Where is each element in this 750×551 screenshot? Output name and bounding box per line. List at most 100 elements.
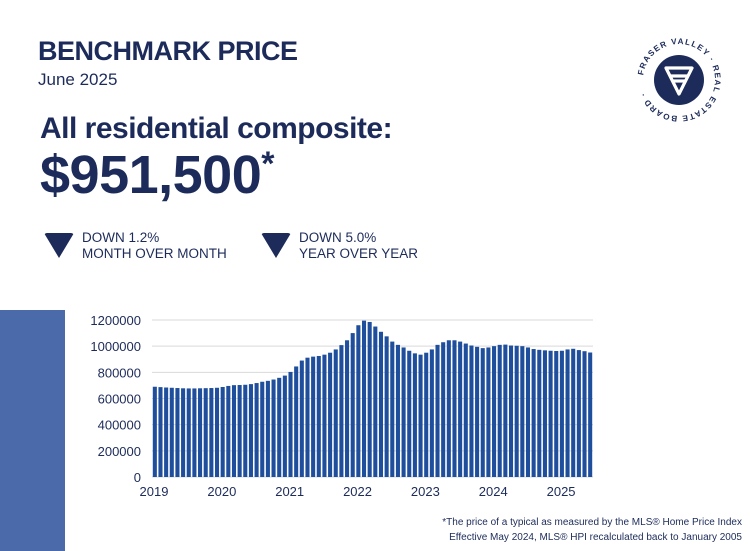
footnote-line-1: *The price of a typical as measured by t… bbox=[442, 517, 742, 528]
price-bar bbox=[554, 351, 559, 477]
price-bar bbox=[322, 354, 327, 477]
price-bar bbox=[401, 347, 406, 477]
price-bar bbox=[525, 347, 531, 477]
price-bar bbox=[435, 344, 440, 477]
price-bar bbox=[452, 340, 457, 477]
price-bar bbox=[463, 343, 468, 477]
price-bar bbox=[186, 388, 191, 477]
price-bar bbox=[254, 383, 259, 477]
price-bar bbox=[198, 388, 203, 477]
price-bar bbox=[588, 352, 593, 477]
page-title: BENCHMARK PRICE bbox=[38, 36, 298, 66]
price-bar bbox=[158, 387, 163, 477]
price-bar bbox=[169, 387, 174, 477]
y-tick-label: 400000 bbox=[98, 418, 141, 433]
yoy-label: YEAR OVER YEAR bbox=[299, 246, 419, 261]
price-bar bbox=[339, 345, 344, 477]
price-bar bbox=[350, 333, 355, 477]
price-bar bbox=[192, 388, 197, 477]
price-asterisk: * bbox=[261, 145, 274, 183]
price-bar bbox=[395, 344, 400, 477]
price-bar bbox=[243, 384, 248, 477]
price-bar bbox=[548, 350, 553, 477]
price-bar bbox=[582, 351, 587, 477]
price-bar bbox=[288, 371, 293, 477]
price-bar bbox=[260, 381, 265, 477]
price-bar bbox=[164, 387, 169, 477]
x-tick-label: 2020 bbox=[207, 484, 236, 499]
price-bar bbox=[333, 349, 338, 477]
price-bar bbox=[390, 341, 395, 477]
price-bar bbox=[508, 345, 514, 477]
mom-label: MONTH OVER MONTH bbox=[82, 246, 227, 261]
price-bar bbox=[356, 325, 361, 477]
price-bar bbox=[480, 348, 485, 477]
price-bar bbox=[429, 349, 434, 477]
price-bar bbox=[520, 346, 525, 477]
price-bar bbox=[203, 388, 208, 477]
price-bar bbox=[497, 344, 502, 477]
price-bar bbox=[565, 349, 570, 477]
price-bar bbox=[571, 348, 576, 477]
y-tick-label: 1200000 bbox=[90, 313, 141, 328]
price-bar bbox=[152, 386, 157, 477]
price-bar bbox=[424, 352, 429, 477]
price-bar bbox=[412, 353, 417, 477]
fv-logo-icon bbox=[664, 66, 694, 96]
price-bar bbox=[537, 349, 542, 477]
price-bar bbox=[378, 331, 384, 477]
price-bar bbox=[407, 350, 412, 477]
price-bar bbox=[542, 350, 547, 477]
price-bar bbox=[576, 350, 581, 477]
x-tick-label: 2025 bbox=[547, 484, 576, 499]
price-bar bbox=[316, 355, 321, 477]
price-bar bbox=[311, 356, 316, 477]
footnote-line-2: Effective May 2024, MLS® HPI recalculate… bbox=[449, 532, 742, 543]
x-tick-label: 2019 bbox=[140, 484, 169, 499]
price-bar bbox=[514, 345, 519, 477]
y-tick-label: 200000 bbox=[98, 444, 141, 459]
footnote: *The price of a typical as measured by t… bbox=[442, 515, 742, 545]
price-bar bbox=[503, 344, 508, 477]
price-bar bbox=[214, 387, 220, 477]
price-bar bbox=[446, 340, 451, 477]
price-bar bbox=[475, 346, 480, 477]
fraser-valley-logo: FRASER VALLEY · REAL ESTATE BOARD · bbox=[636, 37, 721, 123]
price-bar bbox=[531, 349, 536, 477]
yoy-change: DOWN 5.0% bbox=[299, 230, 377, 245]
price-bar bbox=[328, 352, 333, 477]
price-bar bbox=[486, 347, 491, 477]
price-bar bbox=[248, 384, 253, 477]
mom-change: DOWN 1.2% bbox=[82, 230, 160, 245]
x-tick-label: 2024 bbox=[479, 484, 508, 499]
y-tick-label: 1000000 bbox=[90, 339, 141, 354]
composite-label: All residential composite: bbox=[40, 112, 393, 145]
x-tick-label: 2021 bbox=[275, 484, 304, 499]
y-tick-label: 600000 bbox=[98, 392, 141, 407]
price-bar bbox=[277, 377, 282, 477]
price-bar bbox=[458, 341, 463, 477]
x-tick-label: 2022 bbox=[343, 484, 372, 499]
down-arrow-icon bbox=[261, 233, 291, 258]
price-bar bbox=[441, 342, 446, 477]
price-bar bbox=[175, 388, 180, 477]
price-bar bbox=[237, 385, 242, 477]
benchmark-price-chart: 0 200000 400000 600000 800000 1000000 1200000 2… bbox=[90, 313, 593, 499]
price-bar bbox=[299, 360, 304, 477]
price-bar bbox=[305, 357, 310, 477]
price-value: $951,500 bbox=[40, 145, 262, 205]
price-bar bbox=[220, 386, 225, 477]
month-over-month-stat: DOWN 1.2% MONTH OVER MONTH bbox=[44, 230, 227, 262]
price-bar bbox=[345, 340, 350, 477]
x-tick-label: 2023 bbox=[411, 484, 440, 499]
price-bar bbox=[384, 336, 389, 477]
year-over-year-stat: DOWN 5.0% YEAR OVER YEAR bbox=[261, 230, 418, 262]
price-bar bbox=[373, 326, 378, 477]
price-bar bbox=[559, 350, 564, 477]
benchmark-price: $951,500* bbox=[40, 144, 274, 206]
price-bar bbox=[469, 345, 474, 477]
y-tick-label: 0 bbox=[134, 470, 141, 485]
price-bar bbox=[361, 320, 367, 477]
page-subtitle: June 2025 bbox=[38, 70, 118, 89]
price-bar bbox=[209, 388, 214, 477]
